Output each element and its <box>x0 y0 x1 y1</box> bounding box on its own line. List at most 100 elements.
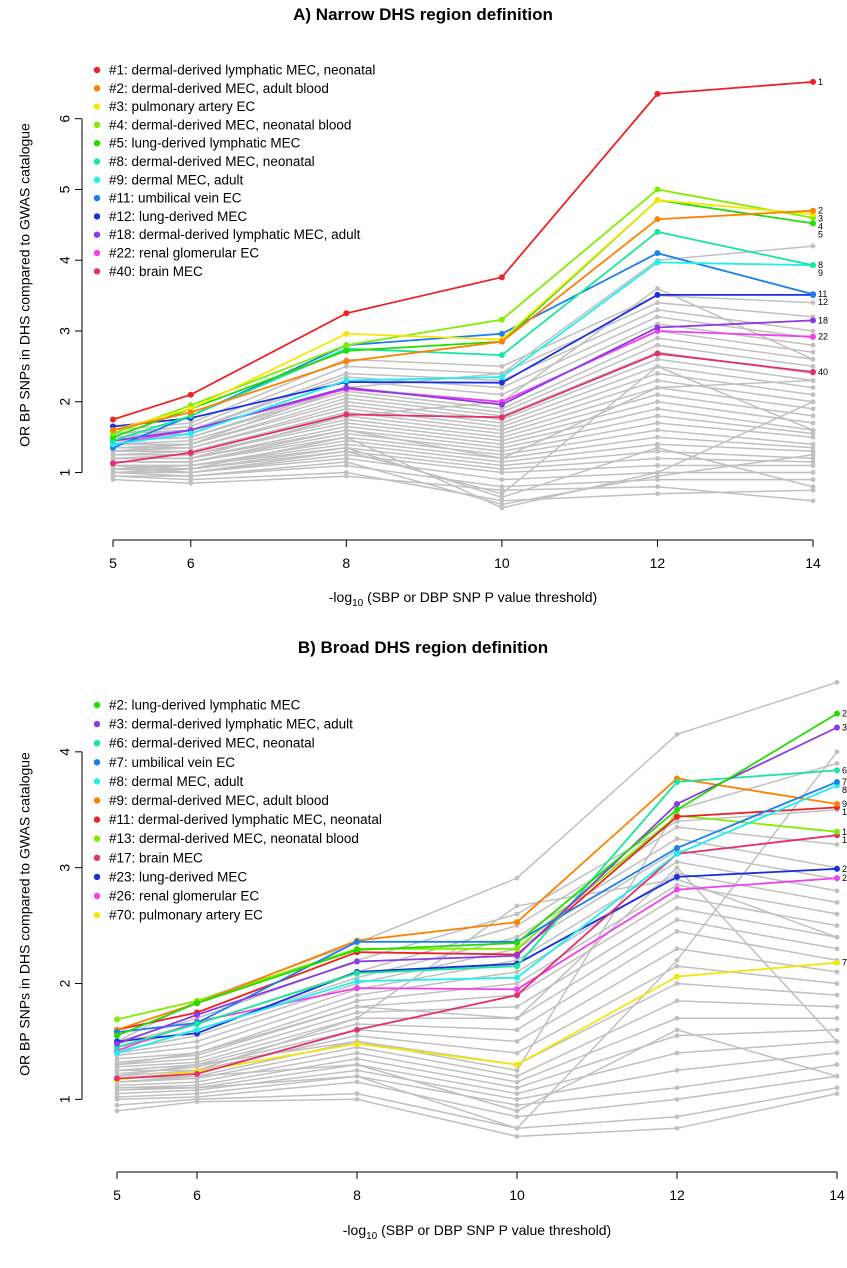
background-point <box>834 679 840 685</box>
data-point <box>343 310 350 317</box>
data-point <box>674 873 680 880</box>
background-point <box>514 1114 520 1120</box>
background-point <box>834 911 840 917</box>
background-point <box>343 470 349 475</box>
background-point <box>114 1108 120 1114</box>
background-series-line <box>116 808 838 1043</box>
background-point <box>810 356 816 362</box>
background-series-line <box>116 1017 837 1087</box>
series-line <box>116 781 838 1034</box>
data-point <box>114 1032 120 1039</box>
data-point <box>674 806 680 813</box>
background-point <box>674 1096 680 1102</box>
data-point <box>810 220 816 227</box>
background-point <box>674 928 680 934</box>
background-point <box>834 1027 840 1033</box>
background-series-line <box>116 1000 838 1083</box>
data-point <box>654 324 661 331</box>
background-point <box>655 314 660 320</box>
background-point <box>810 399 816 405</box>
data-point <box>810 369 816 376</box>
data-point <box>114 1016 120 1023</box>
end-label: 5 <box>818 230 823 240</box>
background-point <box>810 459 816 465</box>
series-18 <box>110 317 816 444</box>
background-point <box>343 399 349 405</box>
background-point <box>499 438 505 444</box>
background-point <box>188 470 194 475</box>
background-point <box>343 427 349 433</box>
background-point <box>114 1102 120 1108</box>
background-series-line <box>113 287 814 460</box>
x-tick-label: 8 <box>353 1187 361 1203</box>
background-point <box>499 455 505 461</box>
background-point <box>194 1085 200 1091</box>
background-point <box>834 1015 840 1021</box>
data-point <box>834 875 840 882</box>
background-point <box>499 491 505 497</box>
background-series-line <box>116 837 838 1048</box>
background-point <box>354 1010 360 1015</box>
background-point <box>343 371 349 376</box>
background-series-line <box>116 1075 838 1118</box>
background-point <box>810 477 816 483</box>
background-point <box>674 1015 680 1021</box>
background-point <box>810 342 816 348</box>
background-point <box>810 434 816 440</box>
end-label: 26 <box>842 873 847 883</box>
data-point <box>834 959 840 966</box>
legend-label: #6: dermal-derived MEC, neonatal <box>109 736 315 751</box>
y-tick-label: 5 <box>57 185 73 193</box>
data-point <box>343 384 350 391</box>
background-point <box>655 434 660 440</box>
background-point <box>514 1134 520 1139</box>
end-label: 7 <box>842 777 847 787</box>
background-point <box>834 969 840 975</box>
background-point <box>674 882 680 888</box>
background-point <box>499 494 505 500</box>
legend-label: #13: dermal-derived MEC, neonatal blood <box>109 831 359 846</box>
data-point <box>194 1011 200 1018</box>
series-line <box>116 867 838 1043</box>
series-line <box>112 209 814 431</box>
data-point <box>674 800 680 807</box>
background-series-line <box>116 1052 838 1101</box>
end-label: 23 <box>842 864 847 874</box>
background-point <box>343 402 349 408</box>
y-tick-label: 3 <box>57 327 73 335</box>
legend-label: #17: brain MEC <box>109 850 203 865</box>
background-point <box>655 342 660 348</box>
background-point <box>674 836 680 842</box>
background-point <box>810 498 816 504</box>
background-series-group <box>114 679 840 1139</box>
background-point <box>810 448 816 454</box>
background-series-line <box>116 884 838 1060</box>
data-point <box>498 401 505 408</box>
background-point <box>674 998 680 1004</box>
background-point <box>188 420 194 426</box>
y-axis-label: OR BP SNPs in DHS compared to GWAS catal… <box>17 752 33 1076</box>
data-point <box>654 197 661 204</box>
data-point <box>674 844 680 851</box>
background-point <box>834 1062 840 1067</box>
series-3 <box>114 724 840 1047</box>
end-label: 11 <box>818 289 827 299</box>
data-point <box>110 416 116 423</box>
data-point <box>834 724 840 731</box>
data-point <box>810 207 816 214</box>
background-point <box>810 413 816 419</box>
background-series-line <box>113 351 814 445</box>
series-line <box>116 806 838 1031</box>
background-series-line <box>112 323 814 438</box>
legend-label: #8: dermal MEC, adult <box>109 774 244 789</box>
background-series-line <box>112 344 814 445</box>
background-point <box>655 427 660 433</box>
background-point <box>514 1067 520 1073</box>
data-point <box>654 259 661 266</box>
background-series-line <box>116 872 838 1057</box>
background-point <box>674 917 680 923</box>
legend-label: #2: dermal-derived MEC, adult blood <box>109 81 329 96</box>
background-point <box>499 498 505 504</box>
end-label: 2 <box>842 709 847 719</box>
background-point <box>514 903 520 909</box>
